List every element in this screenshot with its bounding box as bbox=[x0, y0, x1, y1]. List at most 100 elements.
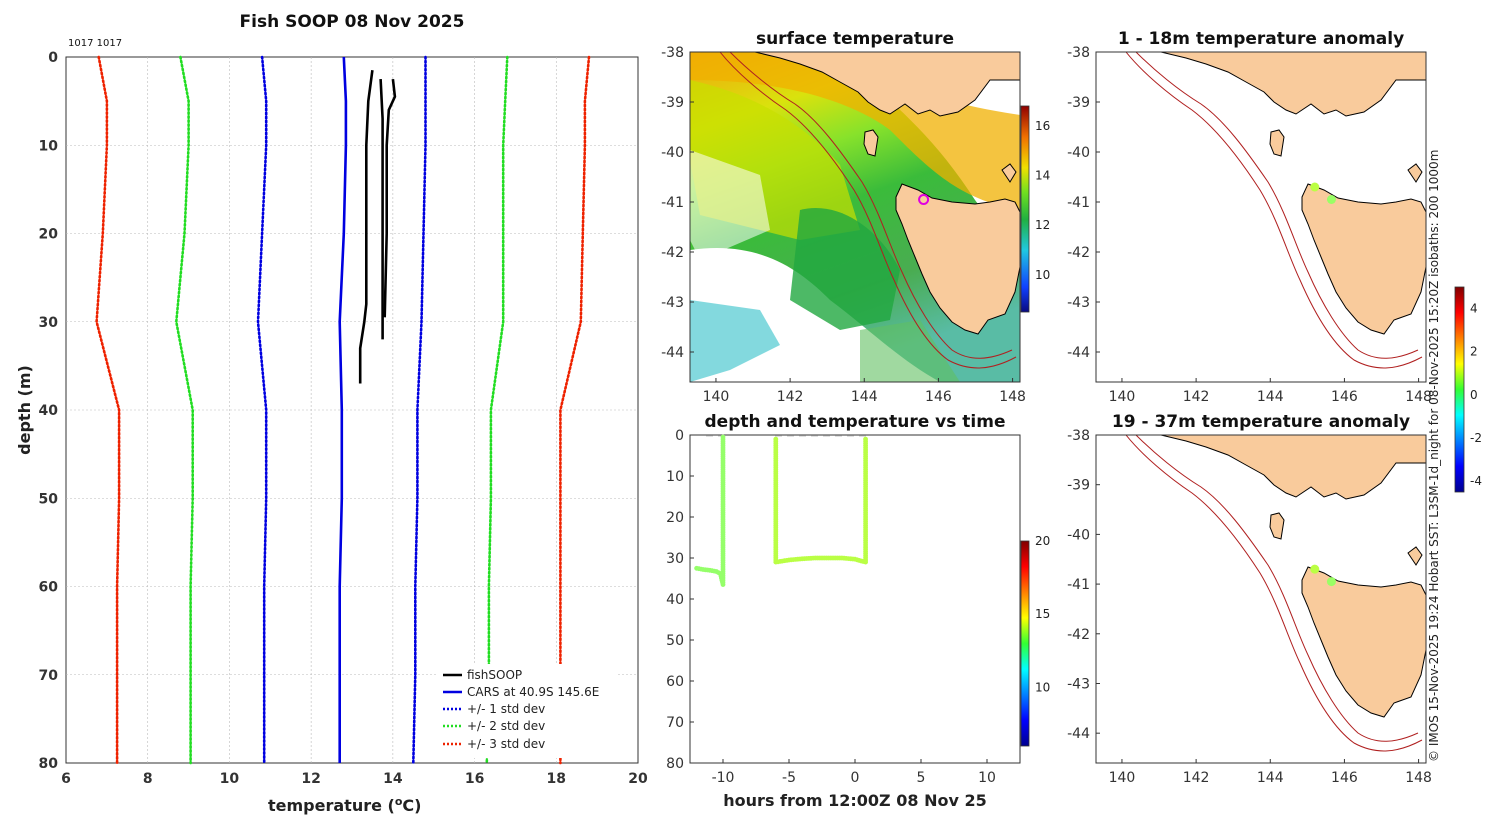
profile-y-tick: 50 bbox=[39, 491, 59, 507]
profile-line--3-std-dev bbox=[559, 55, 591, 765]
anomaly-map-2-points bbox=[1310, 564, 1336, 587]
profile-x-tick: 18 bbox=[547, 771, 566, 787]
anomaly-map-2-y-tick: -44 bbox=[1067, 726, 1090, 742]
profile-line-fishsoop bbox=[383, 78, 397, 318]
anomaly-map-1-y-tick: -40 bbox=[1067, 145, 1090, 161]
profile-line--1-std-dev bbox=[411, 55, 427, 765]
profile-x-tick: 10 bbox=[220, 771, 240, 787]
profile-y-tick: 70 bbox=[39, 668, 59, 684]
anomaly-map-2-anomaly-point bbox=[1326, 577, 1336, 587]
anomaly-map-2-x-ticks: 140 142 144 146 148 bbox=[1109, 759, 1432, 786]
depth-time-y-tick: 0 bbox=[675, 428, 684, 444]
profile-line--1-std-dev bbox=[256, 55, 268, 765]
profile-x-tick: 6 bbox=[61, 771, 71, 787]
depth-time-plot-area bbox=[689, 434, 1021, 764]
sst-colorbar-tick: 14 bbox=[1035, 168, 1050, 182]
depth-time-y-tick: 20 bbox=[666, 510, 684, 526]
depth-time-colorbar-tick: 15 bbox=[1035, 607, 1050, 621]
anomaly-colorbar-ticks: 4 2 0 -2 -4 bbox=[1470, 302, 1482, 489]
profile-x-label: temperature (oC) bbox=[268, 795, 421, 815]
depth-time-y-tick: 60 bbox=[666, 674, 684, 690]
depth-time-y-tick: 80 bbox=[666, 756, 684, 772]
anomaly-map-1-panel: 1 - 18m temperature anomaly 140 142 144 146… bbox=[1067, 29, 1432, 405]
depth-time-colorbar-tick: 10 bbox=[1035, 680, 1050, 694]
anomaly-map-2-y-tick: -39 bbox=[1067, 478, 1090, 494]
depth-time-title: depth and temperature vs time bbox=[705, 412, 1006, 432]
profile-grid bbox=[66, 57, 638, 763]
anomaly-map-1-y-tick: -39 bbox=[1067, 95, 1090, 111]
anomaly-map-2-anomaly-point bbox=[1310, 564, 1320, 574]
profile-line-cars-at-40-9s-145-6e bbox=[338, 56, 348, 763]
anomaly-map-1-y-tick: -44 bbox=[1067, 345, 1090, 361]
legend-label-fishsoop: fishSOOP bbox=[467, 668, 522, 682]
sst-map-x-tick: 142 bbox=[777, 389, 804, 405]
profile-legend: fishSOOP CARS at 40.9S 145.6E +/- 1 std … bbox=[438, 664, 618, 758]
profile-x-ticks: 6 8 10 12 14 16 18 20 bbox=[61, 771, 648, 787]
anomaly-map-2-frame bbox=[1095, 434, 1427, 764]
depth-time-point bbox=[720, 434, 726, 440]
profile-y-tick: 20 bbox=[39, 227, 59, 243]
sst-map-y-tick: -43 bbox=[661, 295, 684, 311]
sst-map-field bbox=[690, 52, 1020, 382]
anomaly-colorbar-tick: 4 bbox=[1470, 302, 1478, 316]
profile-y-tick: 10 bbox=[39, 138, 59, 154]
profile-panel: 6 8 10 12 14 16 18 20 0 10 20 30 40 50 60 70 80 Fish SO… bbox=[15, 12, 648, 815]
profile-y-tick: 40 bbox=[39, 403, 59, 419]
profile-x-tick: 20 bbox=[628, 771, 648, 787]
profile-y-tick: 0 bbox=[48, 50, 58, 66]
depth-time-colorbar-ticks: 10 15 20 bbox=[1035, 534, 1050, 694]
anomaly-map-2-y-tick: -38 bbox=[1067, 428, 1090, 444]
anomaly-map-1-y-tick: -43 bbox=[1067, 295, 1090, 311]
sst-map-y-tick: -40 bbox=[661, 145, 684, 161]
anomaly-map-2-x-tick: 148 bbox=[1405, 770, 1432, 786]
sst-map-x-ticks: 140 142 144 146 148 bbox=[703, 378, 1026, 405]
profile-y-ticks: 0 10 20 30 40 50 60 70 80 bbox=[39, 50, 59, 772]
anomaly-colorbar bbox=[1454, 286, 1465, 493]
depth-time-colorbar-tick: 20 bbox=[1035, 534, 1050, 548]
profile-x-tick: 14 bbox=[383, 771, 403, 787]
anomaly-map-2-x-tick: 142 bbox=[1183, 770, 1210, 786]
profile-y-label: depth (m) bbox=[15, 365, 34, 455]
anomaly-map-1-x-tick: 140 bbox=[1109, 389, 1136, 405]
sst-map-frame bbox=[689, 51, 1021, 383]
sst-colorbar-tick: 12 bbox=[1035, 218, 1050, 232]
anomaly-map-1-x-tick: 144 bbox=[1257, 389, 1284, 405]
profile-x-tick: 8 bbox=[143, 771, 153, 787]
sst-map-x-tick: 146 bbox=[925, 389, 952, 405]
depth-time-y-tick: 40 bbox=[666, 592, 684, 608]
sst-map-y-ticks: -38 -39 -40 -41 -42 -43 -44 bbox=[661, 45, 694, 361]
anomaly-colorbar-tick: 0 bbox=[1470, 388, 1478, 402]
anomaly-map-2-x-tick: 140 bbox=[1109, 770, 1136, 786]
depth-time-colorbar bbox=[1020, 540, 1030, 747]
anomaly-colorbar-tick: -2 bbox=[1470, 431, 1482, 445]
depth-time-x-tick: 0 bbox=[851, 770, 860, 786]
anomaly-map-1-frame bbox=[1095, 51, 1427, 383]
footer-note: © IMOS 15-Nov-2025 19:24 Hobart SST: L3S… bbox=[1427, 150, 1441, 762]
legend-label-3std: +/- 3 std dev bbox=[467, 737, 545, 751]
profile-line--2-std-dev bbox=[174, 55, 194, 765]
anomaly-map-2-y-tick: -41 bbox=[1067, 577, 1090, 593]
profile-x-tick: 12 bbox=[301, 771, 320, 787]
legend-label-1std: +/- 1 std dev bbox=[467, 702, 545, 716]
anomaly-map-1-y-tick: -38 bbox=[1067, 45, 1090, 61]
anomaly-map-2-panel: 19 - 37m temperature anomaly 140 142 144 14… bbox=[1067, 412, 1432, 786]
profile-line--2-std-dev bbox=[485, 55, 509, 765]
depth-time-x-tick: 5 bbox=[917, 770, 926, 786]
depth-time-y-tick: 30 bbox=[666, 551, 684, 567]
legend-label-cars: CARS at 40.9S 145.6E bbox=[467, 685, 599, 699]
anomaly-map-1-y-ticks: -38 -39 -40 -41 -42 -43 -44 bbox=[1067, 45, 1100, 361]
anomaly-colorbar-tick: -4 bbox=[1470, 474, 1482, 488]
sst-map-y-tick: -42 bbox=[661, 245, 684, 261]
profile-y-tick: 30 bbox=[39, 315, 59, 331]
depth-time-x-tick: -10 bbox=[712, 770, 735, 786]
profile-y-tick: 80 bbox=[39, 756, 59, 772]
sst-map-x-tick: 148 bbox=[999, 389, 1026, 405]
anomaly-map-2-title: 19 - 37m temperature anomaly bbox=[1112, 412, 1410, 432]
anomaly-map-1-x-tick: 148 bbox=[1405, 389, 1432, 405]
anomaly-map-1-anomaly-point bbox=[1326, 195, 1336, 204]
anomaly-map-2-y-tick: -42 bbox=[1067, 627, 1090, 643]
depth-time-y-tick: 50 bbox=[666, 633, 684, 649]
anomaly-map-1-anomaly-point bbox=[1310, 182, 1320, 192]
profile-y-tick: 60 bbox=[39, 580, 59, 596]
